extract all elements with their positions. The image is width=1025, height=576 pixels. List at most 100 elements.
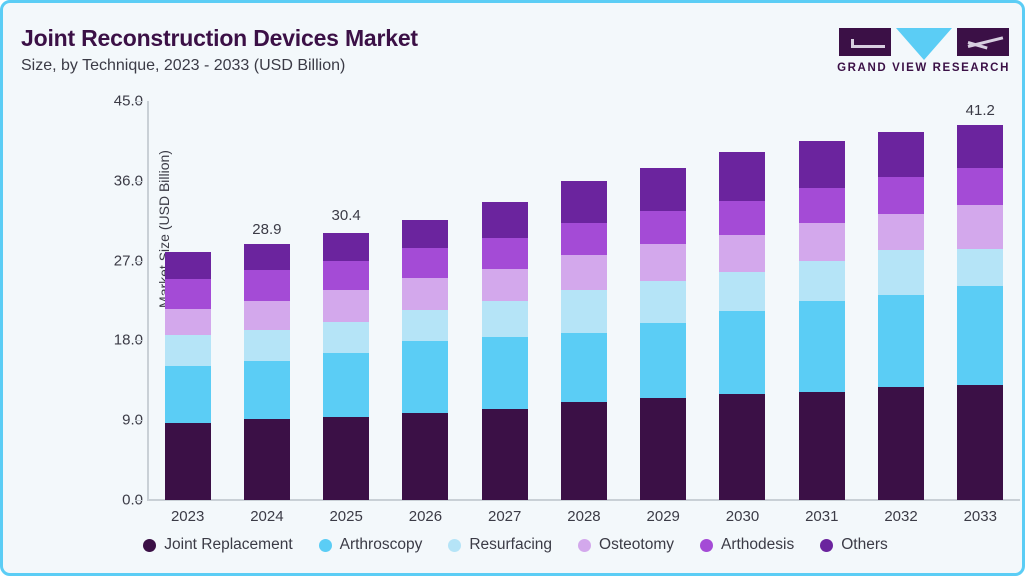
bar-segment[interactable]: [798, 140, 845, 188]
y-axis-tick-label: 9.0: [122, 411, 143, 429]
bar-segment[interactable]: [164, 335, 211, 367]
bar-segment[interactable]: [481, 336, 528, 409]
bar-segment[interactable]: [878, 132, 925, 178]
bar-stack[interactable]: [560, 180, 607, 500]
bar-segment[interactable]: [640, 243, 687, 282]
bar-segment[interactable]: [481, 202, 528, 238]
legend-item-label: Joint Replacement: [164, 536, 293, 553]
bar-stack[interactable]: [323, 233, 370, 500]
bar-segment[interactable]: [560, 222, 607, 256]
bar-column[interactable]: 2031: [782, 101, 861, 525]
bar-segment[interactable]: [878, 295, 925, 388]
bar-stack[interactable]: [243, 243, 290, 500]
bar-segment[interactable]: [560, 180, 607, 223]
bar-segment[interactable]: [243, 360, 290, 420]
bar-segment[interactable]: [323, 352, 370, 417]
bar-stack[interactable]: [719, 152, 766, 500]
bar-segment[interactable]: [243, 300, 290, 330]
bar-segment[interactable]: [560, 289, 607, 334]
bar-value-label: 30.4: [331, 207, 361, 225]
bar-segment[interactable]: [323, 233, 370, 261]
bar-segment[interactable]: [560, 333, 607, 402]
legend-item[interactable]: Others: [820, 536, 888, 554]
bar-column[interactable]: 2023: [148, 101, 227, 525]
bar-segment[interactable]: [481, 237, 528, 269]
bar-column[interactable]: 2029: [624, 101, 703, 525]
bar-column[interactable]: 2030: [703, 101, 782, 525]
bar-segment[interactable]: [957, 168, 1004, 205]
bar-stack[interactable]: [878, 132, 925, 500]
bar-segment[interactable]: [402, 219, 449, 249]
bar-segment[interactable]: [719, 272, 766, 312]
legend-item[interactable]: Osteotomy: [578, 536, 674, 554]
bar-segment[interactable]: [402, 341, 449, 414]
bar-segment[interactable]: [719, 201, 766, 235]
legend-item[interactable]: Arthodesis: [700, 536, 794, 554]
bar-stack[interactable]: [164, 251, 211, 500]
y-axis-tick-mark: [135, 340, 143, 342]
bar-segment[interactable]: [402, 278, 449, 311]
bar-segment[interactable]: [957, 384, 1004, 500]
bar-segment[interactable]: [798, 187, 845, 224]
bar-column[interactable]: 41.2 2033: [941, 101, 1020, 525]
bar-segment[interactable]: [323, 321, 370, 353]
x-axis-tick-label: 2028: [567, 508, 601, 525]
bar-segment[interactable]: [798, 300, 845, 392]
bar-stack[interactable]: [957, 124, 1004, 500]
bar-segment[interactable]: [798, 260, 845, 301]
x-axis-tick-label: 2023: [170, 508, 205, 525]
bar-segment[interactable]: [957, 249, 1004, 287]
bar-segment[interactable]: [481, 268, 528, 302]
bar-segment[interactable]: [640, 398, 687, 500]
bar-segment[interactable]: [323, 260, 370, 290]
bar-segment[interactable]: [719, 152, 766, 202]
legend-item[interactable]: Arthroscopy: [318, 536, 422, 554]
bar-segment[interactable]: [402, 248, 449, 279]
bar-segment[interactable]: [957, 286, 1004, 385]
bar-segment[interactable]: [164, 366, 211, 423]
bar-segment[interactable]: [640, 210, 687, 244]
bar-segment[interactable]: [719, 393, 766, 500]
bar-segment[interactable]: [957, 204, 1004, 250]
bar-stack[interactable]: [640, 167, 687, 500]
legend-item[interactable]: Joint Replacement: [143, 536, 293, 554]
bar-segment[interactable]: [243, 270, 290, 301]
bar-segment[interactable]: [719, 311, 766, 394]
bar-column[interactable]: 2028: [544, 101, 623, 525]
bar-segment[interactable]: [719, 234, 766, 273]
bar-column[interactable]: 28.9 2024: [227, 101, 306, 525]
bar-segment[interactable]: [878, 177, 925, 214]
bar-segment[interactable]: [957, 124, 1004, 169]
bar-segment[interactable]: [243, 329, 290, 361]
bar-segment[interactable]: [798, 223, 845, 261]
bar-segment[interactable]: [481, 408, 528, 500]
bar-segment[interactable]: [798, 391, 845, 500]
bar-segment[interactable]: [402, 310, 449, 342]
bar-segment[interactable]: [164, 251, 211, 280]
bar-segment[interactable]: [640, 281, 687, 323]
bar-segment[interactable]: [560, 255, 607, 290]
bar-segment[interactable]: [640, 322, 687, 399]
legend-item[interactable]: Resurfacing: [448, 536, 552, 554]
bar-column[interactable]: 30.4 2025: [307, 101, 386, 525]
bar-column[interactable]: 2026: [386, 101, 465, 525]
bar-segment[interactable]: [878, 249, 925, 296]
bar-segment[interactable]: [243, 419, 290, 500]
bar-stack[interactable]: [798, 140, 845, 500]
bar-segment[interactable]: [878, 387, 925, 500]
bar-segment[interactable]: [402, 413, 449, 500]
bar-segment[interactable]: [560, 401, 607, 500]
bar-column[interactable]: 2027: [465, 101, 544, 525]
bar-segment[interactable]: [164, 422, 211, 500]
bar-segment[interactable]: [640, 167, 687, 211]
bar-segment[interactable]: [323, 416, 370, 500]
bar-segment[interactable]: [878, 213, 925, 250]
bar-segment[interactable]: [243, 243, 290, 271]
bar-stack[interactable]: [402, 219, 449, 500]
bar-segment[interactable]: [323, 289, 370, 322]
bar-segment[interactable]: [481, 301, 528, 337]
bar-column[interactable]: 2032: [861, 101, 940, 525]
bar-stack[interactable]: [481, 202, 528, 500]
bar-segment[interactable]: [164, 279, 211, 309]
bar-segment[interactable]: [164, 308, 211, 336]
